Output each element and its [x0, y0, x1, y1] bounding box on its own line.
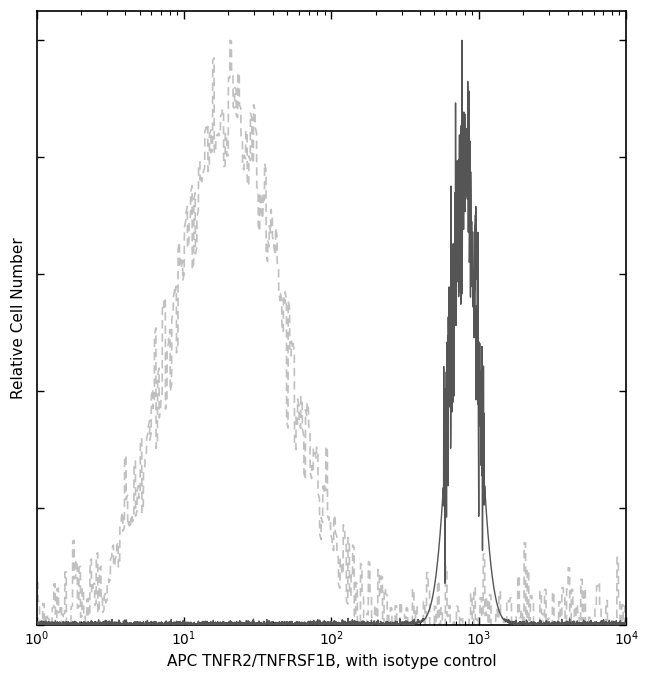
Y-axis label: Relative Cell Number: Relative Cell Number	[11, 237, 26, 399]
X-axis label: APC TNFR2/TNFRSF1B, with isotype control: APC TNFR2/TNFRSF1B, with isotype control	[166, 654, 496, 669]
